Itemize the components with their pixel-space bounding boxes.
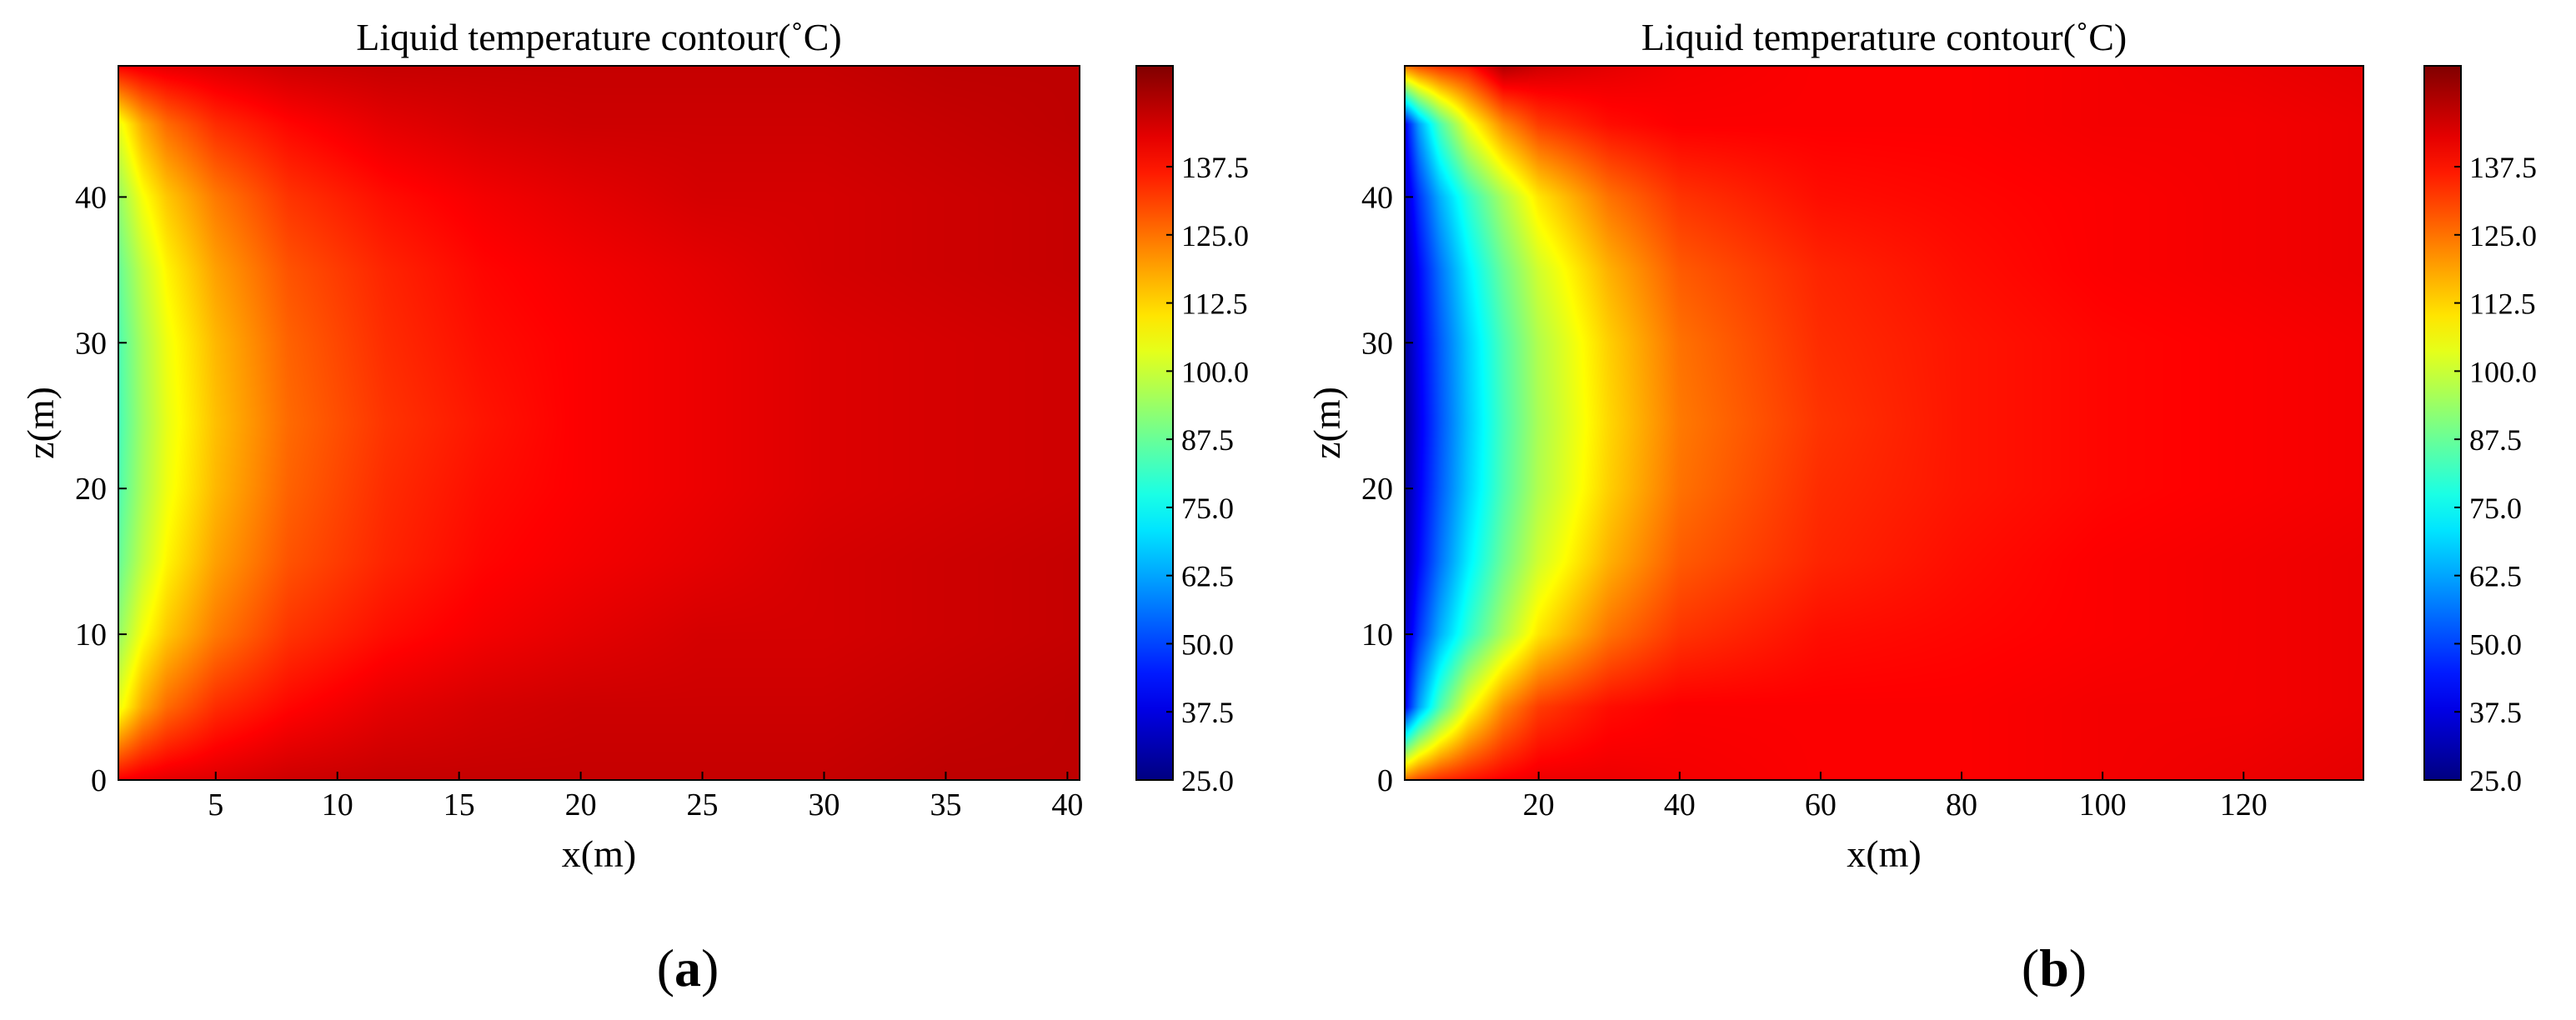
panel-label-b-close: ) [2068,938,2087,998]
chart-panel-b: 20 40 60 80 100 120 0 10 20 30 40 Liquid temperatur… [1306,16,2537,875]
panel-label-a-open: ( [656,938,674,998]
x-tick-label: 15 [444,788,475,822]
colorbar-tick-label: 75.0 [2469,492,2522,525]
colorbar-tick-label: 37.5 [2469,696,2522,729]
y-tick-label: 20 [75,472,107,507]
panel-label-b: (b) [1987,938,2121,999]
panel-label-b-letter: b [2039,938,2069,998]
y-tick-label: 20 [1361,472,1393,507]
panel-label-a: (a) [621,938,754,999]
x-tick-label: 60 [1805,788,1837,822]
panel-label-b-open: ( [2021,938,2040,998]
x-tick-label: 80 [1946,788,1977,822]
colorbar-tick-label: 137.5 [1181,151,1249,184]
colorbar-tick-label: 137.5 [2469,151,2537,184]
colorbar-tick-label: 100.0 [1181,355,1249,388]
chart-panel-a: 5 10 15 20 25 30 35 40 0 10 20 30 40 Liquid temperatu… [19,16,1249,875]
temperature-heatmap-a [118,66,1080,780]
y-tick-label: 30 [1361,326,1393,361]
colorbar-tick-label: 112.5 [2469,288,2536,321]
x-tick-label: 5 [208,788,223,822]
y-axis-label-b: z(m) [1306,387,1348,459]
plot-frame-a [118,65,1080,781]
colorbar-tick-label: 25.0 [1181,764,1234,798]
x-tick-label: 35 [930,788,961,822]
x-tick-label: 40 [1051,788,1083,822]
x-axis-label-a: x(m) [562,832,636,875]
colorbar-tick-label: 87.5 [2469,423,2522,457]
x-axis-label-b: x(m) [1847,832,1921,875]
colorbar-tick-label: 75.0 [1181,492,1234,525]
y-tick-label: 10 [75,618,107,652]
y-tick-label: 0 [1377,763,1393,798]
colorbar-tick-label: 125.0 [1181,219,1249,252]
colorbar-tick-label: 87.5 [1181,423,1234,457]
x-tick-label: 40 [1664,788,1696,822]
chart-title-a: Liquid temperature contour(˚C) [356,16,841,58]
y-axis-label-a: z(m) [19,387,62,459]
colorbar-b [2423,65,2462,781]
y-tick-label: 40 [75,180,107,215]
colorbar-tick-label: 125.0 [2469,219,2537,252]
colorbar-tick-label: 62.5 [2469,560,2522,593]
temperature-heatmap-b [1405,66,2363,780]
plot-frame-b [1404,65,2364,781]
x-tick-label: 120 [2220,788,2268,822]
colorbar-tick-label: 37.5 [1181,696,1234,729]
y-tick-label: 10 [1361,618,1393,652]
colorbar-tick-label: 112.5 [1181,288,1248,321]
x-tick-label: 20 [565,788,597,822]
x-tick-label: 30 [809,788,840,822]
y-tick-label: 0 [91,763,107,798]
colorbar-tick-label: 50.0 [1181,628,1234,661]
x-tick-label: 100 [2079,788,2127,822]
x-tick-label: 10 [322,788,353,822]
colorbar-tick-label: 50.0 [2469,628,2522,661]
panel-label-a-close: ) [701,938,719,998]
colorbar-a [1135,65,1174,781]
panel-label-a-letter: a [674,938,701,998]
x-tick-label: 25 [687,788,719,822]
colorbar-tick-label: 62.5 [1181,560,1234,593]
x-tick-label: 20 [1523,788,1555,822]
y-tick-label: 40 [1361,180,1393,215]
chart-title-b: Liquid temperature contour(˚C) [1641,16,2127,58]
colorbar-tick-label: 100.0 [2469,355,2537,388]
colorbar-tick-label: 25.0 [2469,764,2522,798]
y-tick-label: 30 [75,326,107,361]
